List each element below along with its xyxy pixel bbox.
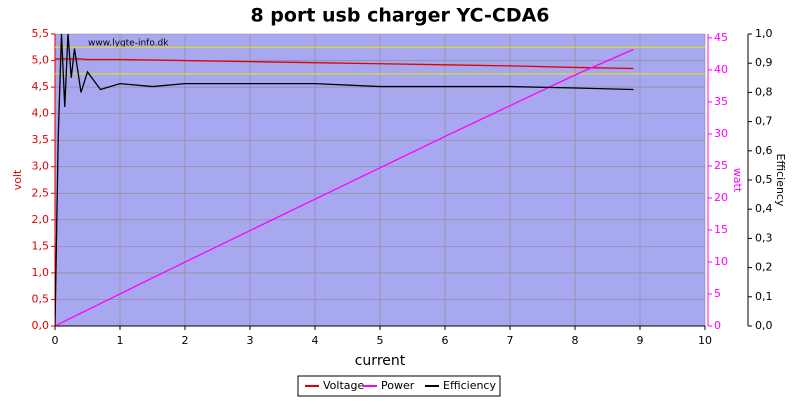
x-tick-label: 5 xyxy=(377,334,384,347)
x-tick-label: 3 xyxy=(247,334,254,347)
y2-tick-label: 40 xyxy=(714,63,728,76)
series-line xyxy=(55,34,634,326)
y2-tick-label: 30 xyxy=(714,127,728,140)
x-tick-label: 2 xyxy=(182,334,189,347)
x-tick-label: 7 xyxy=(507,334,514,347)
x-tick-label: 8 xyxy=(572,334,579,347)
y2-tick-label: 10 xyxy=(714,255,728,268)
y-tick-label: 2,0 xyxy=(32,213,50,226)
y-tick-label: 3,0 xyxy=(32,160,50,173)
y2-tick-label: 5 xyxy=(714,287,721,300)
x-axis-label: current xyxy=(355,353,406,369)
y3-tick-label: 0,5 xyxy=(755,173,773,186)
watermark: www.lygte-info.dk xyxy=(88,39,169,49)
y3-tick-label: 0,1 xyxy=(755,290,773,303)
chart-title: 8 port usb charger YC-CDA6 xyxy=(250,5,549,27)
x-tick-label: 1 xyxy=(117,334,124,347)
x-tick-label: 4 xyxy=(312,334,319,347)
series-line xyxy=(55,48,634,326)
y2-tick-label: 35 xyxy=(714,95,728,108)
y3-tick-label: 0,2 xyxy=(755,261,773,274)
y3-axis-label: Efficiency xyxy=(774,154,787,207)
y3-tick-label: 0,8 xyxy=(755,85,773,98)
y-tick-label: 5,5 xyxy=(32,27,50,40)
y2-tick-label: 20 xyxy=(714,191,728,204)
y3-tick-label: 0,7 xyxy=(755,115,773,128)
y2-axis-label: watt xyxy=(731,168,744,193)
series-line xyxy=(55,58,634,70)
y-tick-label: 5,0 xyxy=(32,54,50,67)
y-tick-label: 1,5 xyxy=(32,239,50,252)
y3-tick-label: 0,6 xyxy=(755,144,773,157)
y2-tick-label: 0 xyxy=(714,319,721,332)
legend-label: Efficiency xyxy=(443,379,496,392)
y3-tick-label: 0,0 xyxy=(755,319,773,332)
y-axis-label: volt xyxy=(11,169,24,190)
x-tick-label: 10 xyxy=(698,334,712,347)
x-tick-label: 6 xyxy=(442,334,449,347)
y3-tick-label: 0,4 xyxy=(755,202,773,215)
y3-tick-label: 0,3 xyxy=(755,231,773,244)
y-tick-label: 0,5 xyxy=(32,292,50,305)
legend xyxy=(297,375,501,397)
y-tick-label: 3,5 xyxy=(32,133,50,146)
y-tick-label: 4,0 xyxy=(32,107,50,120)
y-tick-label: 4,5 xyxy=(32,80,50,93)
legend-label: Power xyxy=(381,379,415,392)
y-tick-label: 1,0 xyxy=(32,266,50,279)
y3-tick-label: 0,9 xyxy=(755,56,773,69)
y-tick-label: 2,5 xyxy=(32,186,50,199)
y2-tick-label: 45 xyxy=(714,31,728,44)
y-tick-label: 0,0 xyxy=(32,319,50,332)
x-tick-label: 0 xyxy=(52,334,59,347)
legend-label: Voltage xyxy=(323,379,364,392)
y2-tick-label: 15 xyxy=(714,223,728,236)
x-tick-label: 9 xyxy=(637,334,644,347)
y3-tick-label: 1,0 xyxy=(755,27,773,40)
y2-tick-label: 25 xyxy=(714,159,728,172)
